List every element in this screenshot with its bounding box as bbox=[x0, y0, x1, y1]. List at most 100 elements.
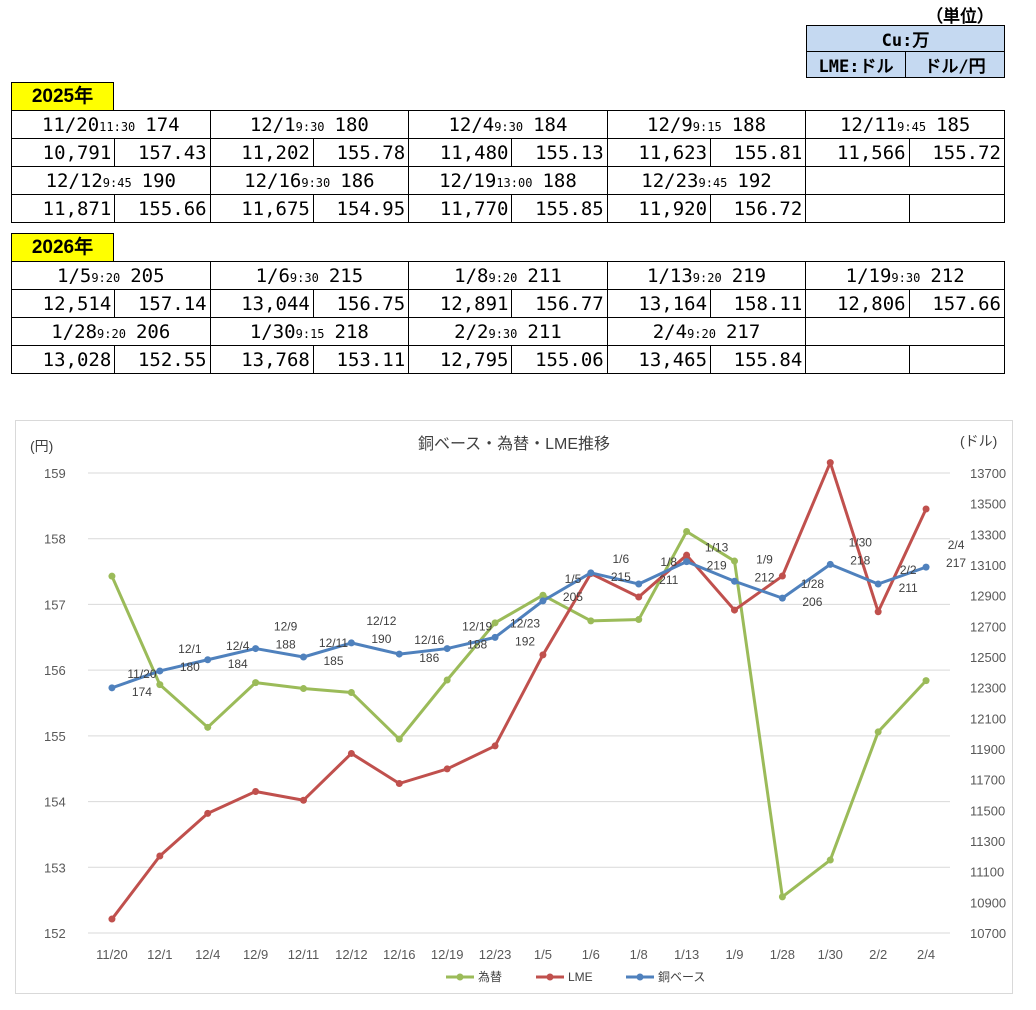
time-text: 9:30 bbox=[295, 119, 325, 134]
data-label-value: 188 bbox=[276, 638, 296, 652]
data-point bbox=[922, 505, 930, 513]
y-tick-label-right: 10700 bbox=[970, 926, 1006, 941]
fx-value: 153.11 bbox=[312, 345, 410, 374]
lme-value: 13,044 bbox=[209, 289, 314, 318]
legend-marker bbox=[546, 973, 554, 981]
y-tick-label-right: 13500 bbox=[970, 497, 1006, 512]
time-text: 9:45 bbox=[897, 119, 927, 134]
data-label-date: 11/20 bbox=[127, 667, 156, 681]
lme-value: 11,770 bbox=[408, 194, 513, 223]
x-tick-label: 12/1 bbox=[147, 947, 172, 962]
time-text: 9:30 bbox=[289, 270, 319, 285]
copper-base-value: 205 bbox=[130, 264, 165, 287]
x-tick-label: 1/8 bbox=[630, 947, 648, 962]
date-text: 1/8 bbox=[454, 264, 489, 287]
data-point bbox=[443, 645, 451, 653]
data-label-date: 1/8 bbox=[660, 555, 677, 569]
lme-value: 13,028 bbox=[10, 345, 116, 374]
fx-value: 155.85 bbox=[511, 194, 608, 223]
unit-lme: LME:ドル bbox=[806, 51, 906, 78]
copper-base-value: 188 bbox=[542, 169, 577, 192]
data-point bbox=[922, 563, 930, 571]
data-label-date: 1/5 bbox=[565, 572, 582, 586]
data-point bbox=[395, 780, 403, 787]
unit-fx: ドル/円 bbox=[905, 51, 1005, 78]
data-point bbox=[300, 796, 307, 804]
y-tick-label-left: 156 bbox=[44, 663, 66, 678]
date-text: 12/12 bbox=[45, 169, 103, 192]
data-point bbox=[826, 560, 834, 568]
y-tick-label-right: 13300 bbox=[970, 527, 1006, 542]
data-label-date: 2/2 bbox=[900, 563, 917, 577]
data-point bbox=[683, 558, 691, 566]
chart-area: 152 153 154 155 156 157 158 159 10700 10900 11100 1… bbox=[15, 420, 1013, 994]
data-point bbox=[874, 580, 882, 588]
time-text: 9:30 bbox=[494, 119, 524, 134]
data-label-date: 12/12 bbox=[366, 614, 396, 628]
data-label-value: 190 bbox=[371, 632, 391, 646]
chart-title: 銅ベース・為替・LME推移 bbox=[418, 435, 610, 453]
data-label-value: 184 bbox=[228, 657, 248, 671]
data-label-value: 211 bbox=[659, 573, 678, 587]
date-header-cell: 11/2011:30 174 bbox=[11, 110, 211, 139]
date-header-cell: 1/89:20 211 bbox=[408, 261, 608, 290]
copper-base-value: 219 bbox=[731, 264, 767, 287]
lme-value: 11,675 bbox=[209, 194, 314, 223]
year-label: 2026年 bbox=[11, 233, 114, 261]
copper-base-value: 206 bbox=[135, 320, 171, 343]
data-label-date: 12/9 bbox=[274, 620, 298, 634]
copper-base-value: 174 bbox=[145, 113, 180, 136]
y-tick-label-left: 159 bbox=[44, 466, 66, 481]
time-text: 11:30 bbox=[99, 119, 136, 134]
fx-value: 152.55 bbox=[114, 345, 211, 374]
legend-marker bbox=[636, 973, 644, 981]
y-tick-label-right: 12300 bbox=[970, 681, 1006, 696]
x-tick-label: 2/4 bbox=[917, 947, 935, 962]
date-text: 1/13 bbox=[647, 264, 693, 287]
date-header-cell: 1/309:15 218 bbox=[209, 317, 410, 346]
date-header-cell: 2/49:20 217 bbox=[606, 317, 807, 346]
y-tick-label-right: 11100 bbox=[970, 865, 1004, 880]
lme-value bbox=[805, 194, 910, 223]
data-point bbox=[635, 580, 643, 588]
date-text: 1/30 bbox=[249, 320, 296, 343]
date-text: 1/6 bbox=[255, 264, 290, 287]
lme-value bbox=[805, 345, 910, 374]
fx-value: 155.66 bbox=[114, 194, 211, 223]
copper-base-value: 211 bbox=[527, 320, 562, 343]
series-line bbox=[110, 461, 928, 920]
y-tick-label-left: 154 bbox=[44, 795, 66, 810]
x-tick-label: 12/19 bbox=[431, 947, 464, 962]
date-header-cell: 1/69:30 215 bbox=[209, 261, 410, 290]
data-label-value: 206 bbox=[802, 595, 822, 609]
time-text: 9:15 bbox=[295, 326, 325, 341]
date-text: 12/9 bbox=[647, 113, 693, 136]
data-label-value: 192 bbox=[515, 634, 535, 648]
date-header-cell: 12/129:45 190 bbox=[11, 166, 211, 195]
date-text: 2/2 bbox=[454, 320, 489, 343]
date-header-cell: 1/139:20 219 bbox=[606, 261, 807, 290]
price-table: 11/2011:30 174 12/19:30 180 12/49:30 184 12/99… bbox=[10, 110, 1006, 223]
data-point bbox=[539, 597, 547, 605]
date-header-cell: 1/59:20 205 bbox=[11, 261, 211, 290]
lme-value: 12,514 bbox=[10, 289, 116, 318]
y-tick-label-right: 11500 bbox=[970, 803, 1005, 818]
date-text: 12/23 bbox=[641, 169, 699, 192]
data-point bbox=[347, 639, 355, 647]
data-label-date: 12/23 bbox=[510, 616, 540, 630]
time-text: 9:45 bbox=[102, 175, 132, 190]
y-tick-label-left: 155 bbox=[44, 729, 66, 744]
x-tick-label: 1/5 bbox=[534, 947, 552, 962]
data-point bbox=[443, 676, 451, 684]
data-point bbox=[635, 616, 643, 624]
time-text: 9:20 bbox=[488, 270, 518, 285]
data-label-date: 12/16 bbox=[414, 633, 444, 647]
data-label-date: 12/1 bbox=[178, 642, 202, 656]
data-point bbox=[874, 608, 882, 616]
data-label-value: 218 bbox=[850, 553, 870, 567]
date-header-cell: 12/19:30 180 bbox=[209, 110, 410, 139]
date-header-cell: 1/289:20 206 bbox=[11, 317, 211, 346]
data-point bbox=[347, 688, 355, 696]
time-text: 9:45 bbox=[698, 175, 728, 190]
series-line bbox=[110, 529, 928, 899]
